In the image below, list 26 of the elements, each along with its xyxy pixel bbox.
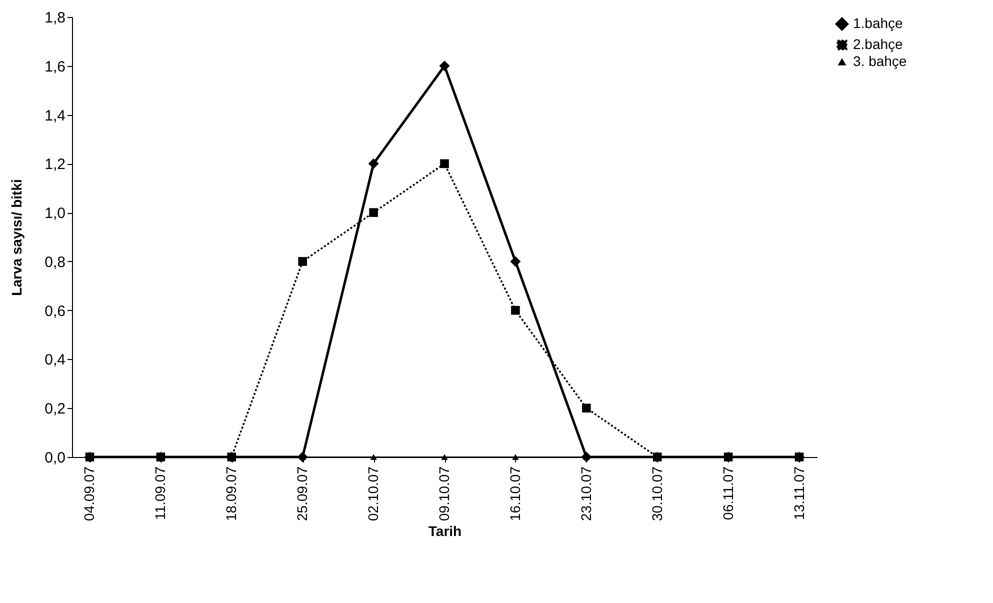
y-tick-label: 0,0 — [44, 450, 66, 466]
x-tick-label: 09.10.07 — [436, 466, 452, 521]
legend-label: 2.bahçe — [853, 36, 904, 52]
y-tick-label: 1,2 — [44, 156, 66, 174]
y-tick-label: 1,0 — [44, 205, 66, 222]
y-tick-label: 0,8 — [44, 254, 66, 271]
y-axis-title: Larva sayısı/ bitki — [8, 179, 25, 296]
x-tick-label: 13.11.07 — [790, 466, 807, 520]
x-axis-title: Tarih — [428, 522, 462, 539]
y-tick-label: 1,6 — [44, 58, 66, 76]
x-tick-label: 02.10.07 — [365, 466, 382, 521]
x-tick-label: 23.10.07 — [578, 466, 594, 521]
y-tick-label: 1,8 — [44, 10, 66, 26]
x-tick-label: 25.09.07 — [294, 466, 310, 521]
y-tick-label: 0,2 — [44, 400, 66, 418]
y-tick-label: 0,4 — [44, 352, 66, 369]
x-tick-label: 30.10.07 — [648, 466, 665, 521]
x-tick-label: 06.11.07 — [720, 466, 736, 520]
y-tick-label: 1,4 — [44, 107, 66, 124]
legend-label: 1.bahçe — [853, 15, 904, 31]
x-tick-label: 04.09.07 — [81, 466, 98, 521]
x-tick-label: 16.10.07 — [506, 466, 523, 521]
y-tick-label: 0,6 — [44, 302, 66, 320]
x-tick-label: 11.09.07 — [152, 466, 168, 520]
legend-label: 3. bahçe — [853, 53, 907, 69]
x-tick-label: 18.09.07 — [223, 466, 240, 521]
